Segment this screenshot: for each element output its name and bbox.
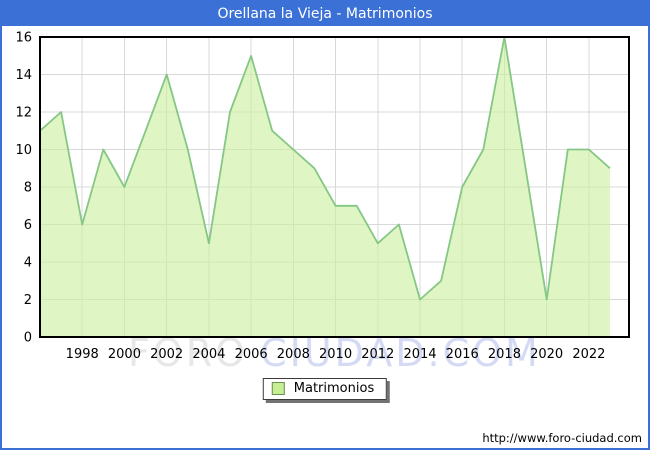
x-axis-tick-label: 2008 bbox=[277, 347, 310, 362]
chart-title-bar: Orellana la Vieja - Matrimonios bbox=[2, 2, 648, 26]
area-series-fill bbox=[40, 37, 610, 337]
x-axis-tick-label: 2004 bbox=[192, 347, 225, 362]
x-axis-tick-label: 2000 bbox=[108, 347, 141, 362]
y-axis-tick-label: 14 bbox=[15, 68, 32, 83]
x-axis-tick-label: 2012 bbox=[361, 347, 394, 362]
x-axis-tick-label: 2010 bbox=[319, 347, 352, 362]
x-axis-tick-label: 2006 bbox=[235, 347, 268, 362]
y-axis-tick-label: 2 bbox=[24, 293, 32, 308]
chart-body: FORO CIUDAD.COM 0 2 4 6 8 10 12 14 16 1998 2000 2002… bbox=[2, 26, 648, 448]
y-axis-tick-label: 0 bbox=[24, 331, 32, 346]
y-axis-tick-label: 6 bbox=[24, 218, 32, 233]
page-title: Orellana la Vieja - Matrimonios bbox=[217, 6, 433, 22]
x-axis-tick-label: 2020 bbox=[530, 347, 563, 362]
footer-url: http://www.foro-ciudad.com bbox=[482, 431, 642, 445]
chart-legend: Matrimonios bbox=[262, 378, 388, 400]
y-axis-tick-label: 12 bbox=[15, 106, 32, 121]
matrimonios-area-chart: 0 2 4 6 8 10 12 14 16 1998 2000 2002 2004 2006 2008 201… bbox=[15, 31, 630, 362]
watermark-text-ciudad: CIUDAD.COM bbox=[260, 331, 541, 375]
legend-label: Matrimonios bbox=[293, 381, 375, 396]
plot-border bbox=[39, 36, 630, 338]
watermark-text-foro: FORO bbox=[128, 331, 249, 375]
x-axis-tick-label: 2018 bbox=[488, 347, 521, 362]
x-axis-tick-label: 2014 bbox=[403, 347, 436, 362]
foro-ciudad-watermark: FORO CIUDAD.COM bbox=[128, 334, 541, 372]
x-axis-tick-label: 2002 bbox=[150, 347, 183, 362]
x-axis-tick-label: 2016 bbox=[446, 347, 479, 362]
y-axis-tick-label: 4 bbox=[24, 256, 32, 271]
matrimonios-legend-swatch bbox=[271, 382, 285, 395]
area-series-line bbox=[39, 36, 611, 301]
x-axis-tick-label: 1998 bbox=[66, 347, 99, 362]
y-axis-tick-label: 16 bbox=[15, 31, 32, 46]
y-axis-tick-label: 10 bbox=[15, 143, 32, 158]
y-axis-tick-label: 8 bbox=[24, 181, 32, 196]
x-axis-tick-label: 2022 bbox=[572, 347, 605, 362]
